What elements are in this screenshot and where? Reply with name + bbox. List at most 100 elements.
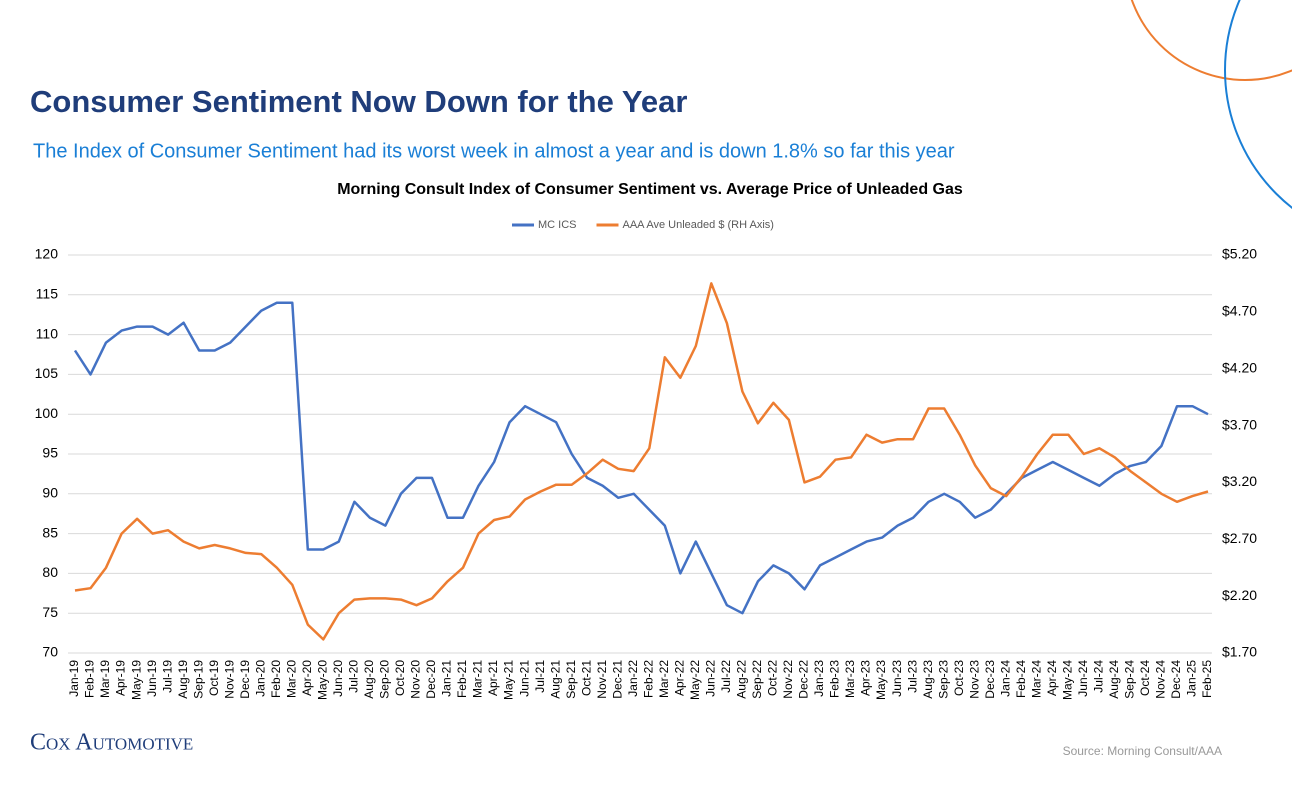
x-tick-label: Sep-24 xyxy=(1123,660,1137,699)
x-tick-label: Nov-20 xyxy=(409,660,423,699)
x-tick-label: Feb-25 xyxy=(1200,660,1214,698)
x-tick-label: Apr-23 xyxy=(859,660,873,696)
x-tick-label: Mar-24 xyxy=(1029,660,1043,698)
x-tick-label: Mar-19 xyxy=(98,660,112,698)
x-tick-label: Nov-19 xyxy=(222,660,236,699)
x-tick-label: Mar-22 xyxy=(657,660,671,698)
x-tick-label: Aug-24 xyxy=(1107,660,1121,699)
slide-subtitle: The Index of Consumer Sentiment had its … xyxy=(33,140,955,162)
x-tick-label: Oct-22 xyxy=(766,660,780,696)
x-tick-label: May-20 xyxy=(316,660,330,700)
x-tick-label: Dec-21 xyxy=(610,660,624,699)
x-tick-label: Oct-21 xyxy=(579,660,593,696)
x-tick-label: Jan-23 xyxy=(812,660,826,697)
y2-tick-label: $3.70 xyxy=(1222,416,1257,432)
x-tick-label: Oct-20 xyxy=(393,660,407,696)
y2-tick-label: $4.70 xyxy=(1222,303,1257,319)
x-tick-label: Nov-24 xyxy=(1154,660,1168,699)
x-tick-label: Mar-23 xyxy=(843,660,857,698)
x-tick-label: Jan-22 xyxy=(626,660,640,697)
x-tick-label: Jun-22 xyxy=(704,660,718,697)
chart-title: Morning Consult Index of Consumer Sentim… xyxy=(337,181,963,198)
y2-tick-label: $1.70 xyxy=(1222,644,1257,660)
source: Source: Morning Consult/AAA xyxy=(1063,744,1222,758)
x-tick-label: Jan-24 xyxy=(998,660,1012,697)
y-tick-label: 105 xyxy=(35,365,59,381)
x-tick-label: Oct-23 xyxy=(952,660,966,696)
x-tick-label: May-23 xyxy=(874,660,888,700)
x-tick-label: Feb-19 xyxy=(83,660,97,698)
x-tick-label: Jun-24 xyxy=(1076,660,1090,697)
x-tick-label: Sep-20 xyxy=(378,660,392,699)
x-tick-label: Feb-24 xyxy=(1014,660,1028,698)
decor-circle xyxy=(1130,0,1292,81)
x-tick-label: May-19 xyxy=(129,660,143,700)
y2-tick-label: $5.20 xyxy=(1222,246,1257,262)
x-tick-label: Mar-20 xyxy=(284,660,298,698)
x-tick-label: Dec-20 xyxy=(424,660,438,699)
x-tick-label: Dec-19 xyxy=(238,660,252,699)
slide-title: Consumer Sentiment Now Down for the Year xyxy=(30,84,687,119)
y-tick-label: 115 xyxy=(36,286,59,302)
x-tick-label: Dec-22 xyxy=(797,660,811,699)
y-tick-label: 85 xyxy=(42,524,58,540)
x-tick-label: Mar-21 xyxy=(471,660,485,698)
x-tick-label: Apr-24 xyxy=(1045,660,1059,696)
x-tick-label: Jul-19 xyxy=(160,660,174,693)
x-tick-label: Oct-19 xyxy=(207,660,221,696)
data-line xyxy=(74,282,1209,641)
x-tick-label: Jan-19 xyxy=(67,660,81,697)
x-tick-label: Jan-25 xyxy=(1185,660,1199,697)
x-tick-label: Nov-23 xyxy=(967,660,981,699)
x-tick-label: Aug-22 xyxy=(735,660,749,699)
x-tick-label: Sep-22 xyxy=(750,660,764,699)
x-tick-label: Dec-23 xyxy=(983,660,997,699)
legend-label: AAA Ave Unleaded $ (RH Axis) xyxy=(623,219,774,231)
x-tick-label: Dec-24 xyxy=(1169,660,1183,699)
y-tick-label: 95 xyxy=(42,445,58,461)
x-tick-label: Aug-19 xyxy=(176,660,190,699)
y-tick-label: 90 xyxy=(42,485,58,501)
decor-circle xyxy=(1224,0,1292,209)
y-tick-label: 120 xyxy=(35,246,59,262)
y2-tick-label: $3.20 xyxy=(1222,473,1257,489)
x-tick-label: Apr-19 xyxy=(114,660,128,696)
y-tick-label: 110 xyxy=(36,325,59,341)
x-tick-label: Jul-21 xyxy=(533,660,547,693)
x-tick-label: Jan-20 xyxy=(253,660,267,697)
x-tick-label: Aug-21 xyxy=(548,660,562,699)
x-tick-label: Aug-23 xyxy=(921,660,935,699)
legend-label: MC ICS xyxy=(538,219,577,231)
x-tick-label: Sep-19 xyxy=(191,660,205,699)
y2-tick-label: $2.70 xyxy=(1222,530,1257,546)
x-tick-label: Jul-24 xyxy=(1092,660,1106,693)
x-tick-label: May-22 xyxy=(688,660,702,700)
x-tick-label: Nov-22 xyxy=(781,660,795,699)
y-tick-label: 75 xyxy=(42,604,58,620)
x-tick-label: Jun-19 xyxy=(145,660,159,697)
x-tick-label: Nov-21 xyxy=(595,660,609,699)
x-tick-label: Apr-20 xyxy=(300,660,314,696)
x-tick-label: Jun-23 xyxy=(890,660,904,697)
y-tick-label: 100 xyxy=(35,405,59,421)
x-tick-label: Sep-21 xyxy=(564,660,578,699)
x-tick-label: Aug-20 xyxy=(362,660,376,699)
x-tick-label: Jul-23 xyxy=(905,660,919,693)
y-tick-label: 70 xyxy=(42,644,58,660)
x-tick-label: Jun-20 xyxy=(331,660,345,697)
x-tick-label: Jul-20 xyxy=(347,660,361,693)
y2-tick-label: $4.20 xyxy=(1222,359,1257,375)
x-tick-label: Feb-23 xyxy=(828,660,842,698)
x-tick-label: May-24 xyxy=(1060,660,1074,700)
x-tick-label: Feb-20 xyxy=(269,660,283,698)
x-tick-label: May-21 xyxy=(502,660,516,700)
x-tick-label: Feb-21 xyxy=(455,660,469,698)
y2-tick-label: $2.20 xyxy=(1222,587,1257,603)
x-tick-label: Jan-21 xyxy=(440,660,454,697)
x-tick-label: Jun-21 xyxy=(517,660,531,697)
x-tick-label: Apr-21 xyxy=(486,660,500,696)
x-tick-label: Jul-22 xyxy=(719,660,733,693)
logo: Cox Automotive xyxy=(30,730,193,756)
y-tick-label: 80 xyxy=(42,564,58,580)
